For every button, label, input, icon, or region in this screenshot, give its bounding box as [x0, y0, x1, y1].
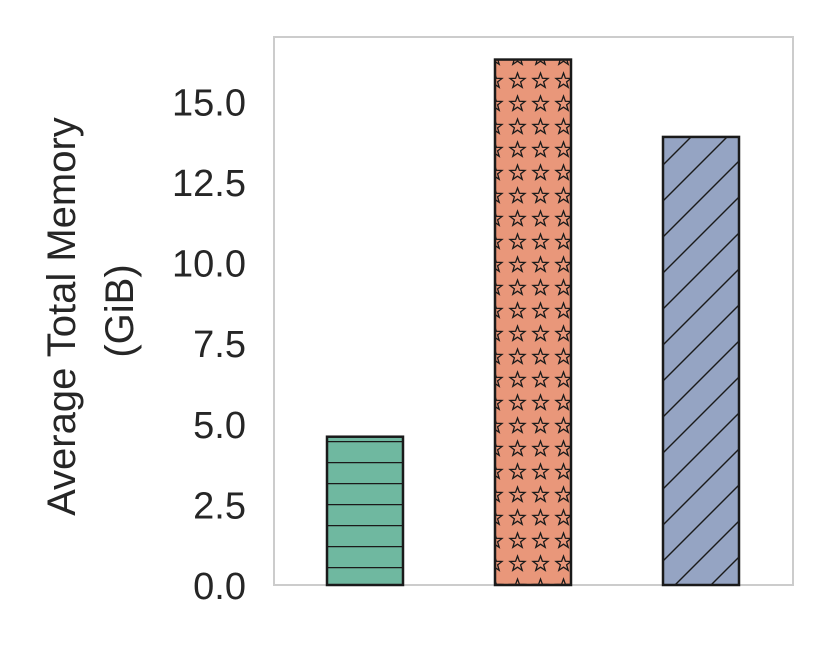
- y-tick-label: 10.0: [172, 244, 246, 286]
- y-axis-title: Average Total Memory (GiB): [40, 106, 142, 516]
- y-tick-label: 0.0: [193, 566, 246, 608]
- y-tick-label: 15.0: [172, 82, 246, 124]
- bar: [325, 435, 405, 587]
- y-tick-labels: 0.0 2.5 5.0 7.5 10.0 12.5 15.0: [172, 82, 246, 608]
- y-tick-label: 7.5: [193, 324, 246, 366]
- bars-group: [325, 58, 741, 587]
- y-axis-title-line-1: Average Total Memory: [40, 117, 84, 516]
- bar: [493, 58, 573, 587]
- y-axis-title-line-2: (GiB): [98, 264, 142, 357]
- y-tick-label: 12.5: [172, 163, 246, 205]
- bar: [661, 135, 741, 587]
- y-tick-label: 2.5: [193, 485, 246, 527]
- y-tick-label: 5.0: [193, 405, 246, 447]
